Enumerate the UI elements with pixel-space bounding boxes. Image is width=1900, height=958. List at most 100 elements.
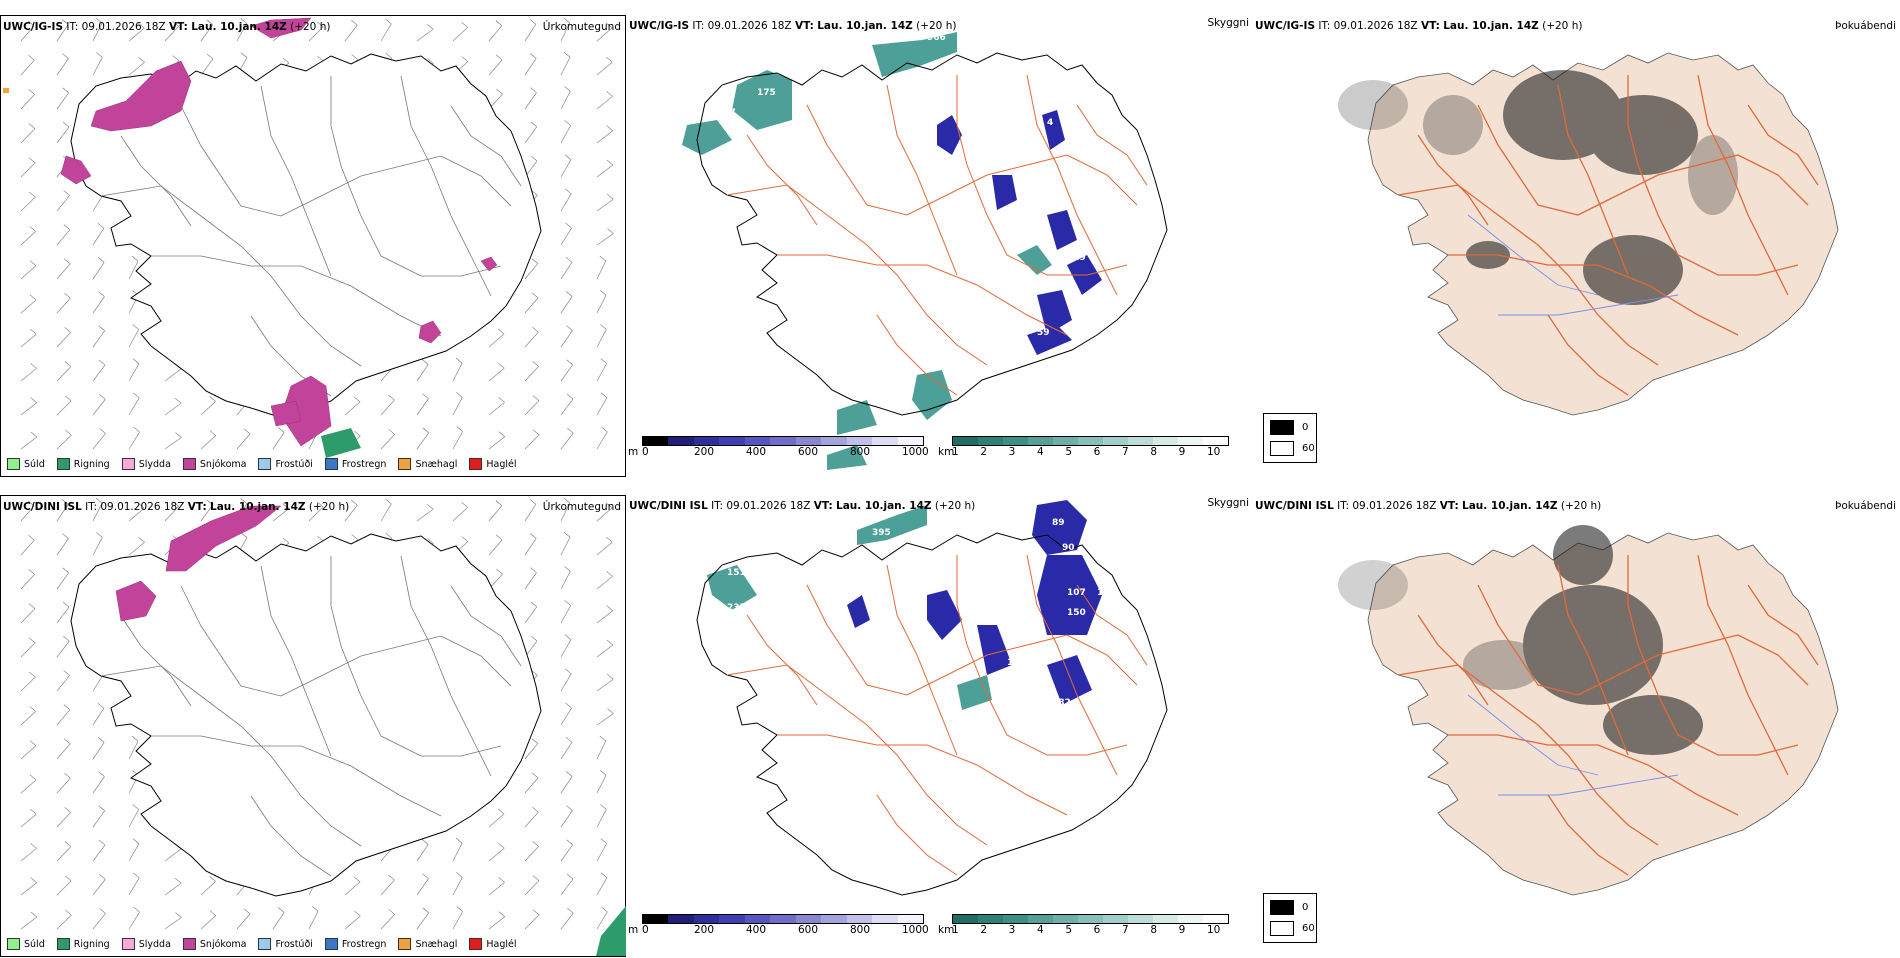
value-label: 151 [727, 568, 746, 578]
wind-barb [560, 227, 572, 246]
wind-barb [596, 740, 607, 760]
wind-barb-flag [63, 190, 70, 196]
wind-barb-flag [422, 393, 429, 399]
road-line [120, 615, 192, 707]
wind-barb [128, 397, 140, 416]
wind-barb [524, 777, 539, 794]
wind-barb [524, 400, 540, 416]
wind-barb [20, 642, 36, 658]
wind-barb-flag [531, 258, 539, 264]
wind-barb-flag [132, 358, 140, 364]
wind-barb [560, 398, 574, 416]
fog-map-frame: UWC/IG-IS IT: 09.01.2026 18Z VT: Lau. 10… [1253, 15, 1900, 477]
wind-barb [344, 401, 361, 416]
wind-barb [92, 228, 105, 246]
value-label: 16 [1097, 588, 1110, 598]
wind-barb-flag [565, 771, 573, 777]
iceland-outline [696, 52, 1168, 416]
wind-barb [596, 843, 608, 862]
wind-barb-flag [600, 804, 607, 810]
panel-title: Skyggni [1207, 17, 1250, 29]
wind-barb-flag [97, 737, 105, 743]
wind-barb [344, 505, 358, 522]
road-line [120, 135, 192, 227]
wind-barb-flag [606, 673, 614, 680]
wind-barb-flag [29, 260, 37, 266]
wind-barb [596, 329, 607, 348]
wind-barb-flag [567, 907, 574, 914]
wind-barb [596, 130, 613, 144]
scale-swatch [1178, 437, 1203, 445]
scale-tick: 10 [1207, 924, 1221, 936]
wind-barb [56, 572, 70, 590]
wind-barb [452, 877, 463, 896]
wind-barb [20, 745, 37, 760]
wind-barb [416, 364, 429, 382]
legend-swatch [182, 938, 196, 950]
wind-barb [488, 402, 505, 416]
scale-swatch [821, 915, 847, 923]
wind-barb-flag [240, 18, 247, 24]
wind-barb [524, 743, 539, 760]
wind-barb [488, 813, 505, 828]
wind-barb-flag [461, 22, 468, 28]
scale-swatch [1128, 437, 1153, 445]
scale-swatch [719, 437, 745, 445]
wind-barb [128, 507, 145, 522]
value-label: 12 [997, 158, 1010, 168]
value-label: 90 [1062, 543, 1075, 553]
ptype-map-frame: UWC/IG-IS IT: 09.01.2026 18Z VT: Lau. 10… [0, 15, 626, 477]
wind-barb-flag [388, 909, 395, 915]
wind-barb-flag [565, 188, 572, 195]
wind-barb-flag [243, 428, 251, 435]
wind-barb [488, 882, 505, 896]
wind-barb [236, 433, 251, 450]
wind-barb-flag [600, 838, 607, 844]
legend-item: Snæhagl [398, 458, 457, 470]
wind-barb [524, 434, 540, 450]
wind-barb [488, 505, 503, 522]
wind-barb [92, 296, 105, 314]
wind-barb [452, 27, 468, 42]
wind-barb [20, 539, 35, 556]
fog-shading [1338, 70, 1738, 305]
wind-barb [20, 813, 37, 828]
wind-barb [596, 198, 614, 212]
scale-swatch [978, 915, 1003, 923]
wind-barb [416, 844, 429, 862]
wind-barb [56, 400, 72, 416]
wind-barb [596, 27, 613, 42]
wind-barb [488, 333, 505, 348]
wind-barb-flag [567, 427, 574, 434]
wind-barb-flag [599, 735, 606, 742]
scale-tick: 200 [694, 924, 715, 936]
wind-barb-flag [28, 637, 36, 644]
wind-barb-flag [65, 429, 72, 436]
wind-barb [92, 433, 106, 450]
road-line [180, 105, 512, 217]
wind-barb-flag [601, 426, 608, 433]
scale-tick: 4 [1037, 446, 1044, 458]
river-line [1467, 214, 1599, 296]
wind-barb-flag [282, 537, 290, 544]
scale-unit: m [628, 446, 639, 458]
wind-barb-flag [427, 58, 434, 64]
wind-barb [92, 330, 106, 348]
wind-barb-flag [98, 325, 105, 332]
wind-barb-flag [61, 19, 69, 25]
scale-tick: 400 [746, 924, 767, 936]
wind-barb-flag [532, 361, 539, 367]
wind-barb [56, 709, 71, 726]
wind-barb-flag [565, 256, 573, 263]
scale-swatch [1203, 437, 1228, 445]
wind-barb-flag [565, 291, 573, 297]
wind-barb-flag [385, 532, 392, 539]
road-line [726, 184, 988, 366]
legend-item: Slydda [121, 458, 171, 470]
wind-barb-flag [30, 431, 38, 438]
scale-tick: 8 [1150, 446, 1158, 458]
road-network [726, 554, 1148, 876]
precip-type-legend: Súld Rigning Slydda Snjókoma Frostúði Frostre… [7, 938, 517, 950]
road-line [746, 614, 818, 706]
scale-swatch [1028, 437, 1053, 445]
